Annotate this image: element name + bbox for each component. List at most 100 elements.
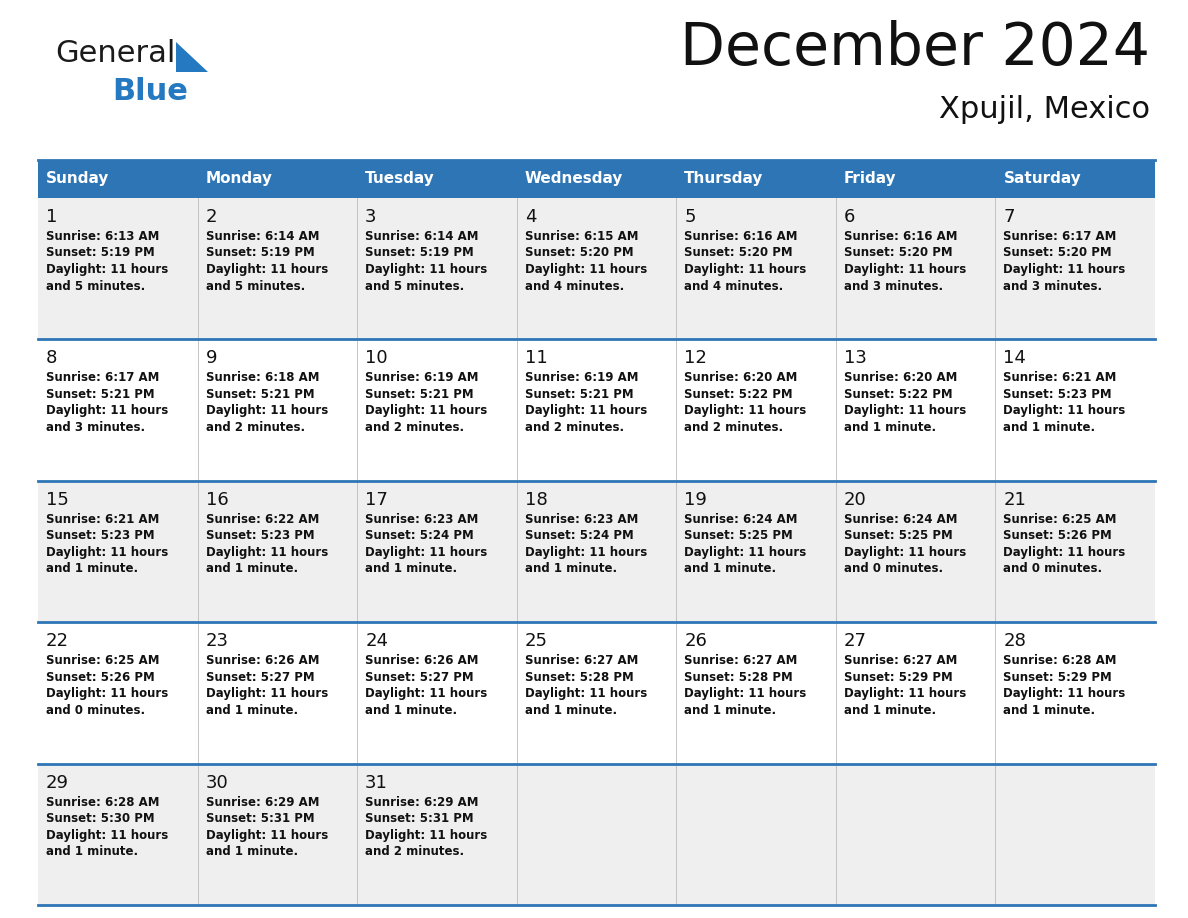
Text: Daylight: 11 hours: Daylight: 11 hours (525, 688, 647, 700)
Text: Daylight: 11 hours: Daylight: 11 hours (684, 546, 807, 559)
Bar (676, 198, 836, 340)
Text: 12: 12 (684, 350, 707, 367)
Text: 29: 29 (46, 774, 69, 791)
Bar (517, 622, 676, 764)
Text: and 2 minutes.: and 2 minutes. (525, 420, 624, 434)
Text: and 1 minute.: and 1 minute. (843, 704, 936, 717)
Text: and 3 minutes.: and 3 minutes. (843, 279, 943, 293)
Text: Sunrise: 6:22 AM: Sunrise: 6:22 AM (206, 513, 318, 526)
Text: Daylight: 11 hours: Daylight: 11 hours (843, 546, 966, 559)
Text: and 1 minute.: and 1 minute. (46, 563, 138, 576)
Text: and 1 minute.: and 1 minute. (684, 563, 777, 576)
Text: Sunset: 5:31 PM: Sunset: 5:31 PM (365, 812, 474, 825)
Text: Sunrise: 6:14 AM: Sunrise: 6:14 AM (365, 230, 479, 243)
Bar (836, 481, 996, 622)
Text: and 1 minute.: and 1 minute. (365, 704, 457, 717)
Text: Friday: Friday (843, 172, 897, 186)
Text: 4: 4 (525, 208, 536, 226)
Text: Tuesday: Tuesday (365, 172, 435, 186)
Text: Sunrise: 6:15 AM: Sunrise: 6:15 AM (525, 230, 638, 243)
Text: and 1 minute.: and 1 minute. (525, 704, 617, 717)
Text: Sunrise: 6:26 AM: Sunrise: 6:26 AM (206, 655, 320, 667)
Text: Sunrise: 6:19 AM: Sunrise: 6:19 AM (525, 372, 638, 385)
Bar (358, 198, 517, 340)
Text: Sunrise: 6:24 AM: Sunrise: 6:24 AM (843, 513, 958, 526)
Text: and 5 minutes.: and 5 minutes. (46, 279, 145, 293)
Bar (197, 160, 358, 198)
Text: 28: 28 (1004, 633, 1026, 650)
Text: Sunrise: 6:17 AM: Sunrise: 6:17 AM (1004, 230, 1117, 243)
Text: Sunrise: 6:16 AM: Sunrise: 6:16 AM (684, 230, 798, 243)
Text: Sunrise: 6:20 AM: Sunrise: 6:20 AM (684, 372, 797, 385)
Text: Sunset: 5:21 PM: Sunset: 5:21 PM (46, 388, 154, 401)
Text: Daylight: 11 hours: Daylight: 11 hours (46, 829, 169, 842)
Text: Daylight: 11 hours: Daylight: 11 hours (206, 546, 328, 559)
Text: and 1 minute.: and 1 minute. (1004, 704, 1095, 717)
Text: 20: 20 (843, 491, 866, 509)
Text: Sunset: 5:31 PM: Sunset: 5:31 PM (206, 812, 314, 825)
Text: Sunset: 5:21 PM: Sunset: 5:21 PM (525, 388, 633, 401)
Text: 23: 23 (206, 633, 228, 650)
Text: and 1 minute.: and 1 minute. (206, 704, 298, 717)
Text: Sunset: 5:25 PM: Sunset: 5:25 PM (684, 530, 794, 543)
Text: Sunset: 5:23 PM: Sunset: 5:23 PM (46, 530, 154, 543)
Text: Sunrise: 6:29 AM: Sunrise: 6:29 AM (365, 796, 479, 809)
Bar (836, 764, 996, 905)
Text: Daylight: 11 hours: Daylight: 11 hours (684, 405, 807, 418)
Text: and 1 minute.: and 1 minute. (1004, 420, 1095, 434)
Bar (836, 340, 996, 481)
Text: Sunrise: 6:19 AM: Sunrise: 6:19 AM (365, 372, 479, 385)
Text: Sunset: 5:19 PM: Sunset: 5:19 PM (206, 247, 315, 260)
Text: Sunset: 5:27 PM: Sunset: 5:27 PM (206, 671, 314, 684)
Text: and 5 minutes.: and 5 minutes. (206, 279, 305, 293)
Text: 8: 8 (46, 350, 57, 367)
Bar (517, 160, 676, 198)
Text: 21: 21 (1004, 491, 1026, 509)
Text: Blue: Blue (112, 77, 188, 106)
Text: Xpujil, Mexico: Xpujil, Mexico (939, 95, 1150, 124)
Text: Sunset: 5:27 PM: Sunset: 5:27 PM (365, 671, 474, 684)
Text: 24: 24 (365, 633, 388, 650)
Text: Wednesday: Wednesday (525, 172, 623, 186)
Text: and 2 minutes.: and 2 minutes. (206, 420, 304, 434)
Text: 27: 27 (843, 633, 867, 650)
Bar (996, 340, 1155, 481)
Text: Daylight: 11 hours: Daylight: 11 hours (525, 263, 647, 276)
Text: Sunset: 5:21 PM: Sunset: 5:21 PM (206, 388, 314, 401)
Text: Sunrise: 6:29 AM: Sunrise: 6:29 AM (206, 796, 320, 809)
Bar (197, 481, 358, 622)
Text: Daylight: 11 hours: Daylight: 11 hours (365, 829, 487, 842)
Text: and 1 minute.: and 1 minute. (525, 563, 617, 576)
Text: 17: 17 (365, 491, 388, 509)
Text: and 1 minute.: and 1 minute. (206, 845, 298, 858)
Text: 7: 7 (1004, 208, 1015, 226)
Text: 10: 10 (365, 350, 387, 367)
Text: Sunrise: 6:18 AM: Sunrise: 6:18 AM (206, 372, 320, 385)
Text: 26: 26 (684, 633, 707, 650)
Bar (996, 764, 1155, 905)
Bar (676, 160, 836, 198)
Text: Sunset: 5:29 PM: Sunset: 5:29 PM (1004, 671, 1112, 684)
Text: Daylight: 11 hours: Daylight: 11 hours (684, 263, 807, 276)
Bar (197, 764, 358, 905)
Text: Sunrise: 6:14 AM: Sunrise: 6:14 AM (206, 230, 320, 243)
Bar (358, 481, 517, 622)
Text: Sunset: 5:20 PM: Sunset: 5:20 PM (525, 247, 633, 260)
Text: and 1 minute.: and 1 minute. (365, 563, 457, 576)
Text: Sunset: 5:21 PM: Sunset: 5:21 PM (365, 388, 474, 401)
Text: Sunset: 5:19 PM: Sunset: 5:19 PM (46, 247, 154, 260)
Text: Sunrise: 6:28 AM: Sunrise: 6:28 AM (1004, 655, 1117, 667)
Text: 30: 30 (206, 774, 228, 791)
Text: Sunrise: 6:27 AM: Sunrise: 6:27 AM (843, 655, 958, 667)
Text: Monday: Monday (206, 172, 272, 186)
Text: Sunrise: 6:25 AM: Sunrise: 6:25 AM (46, 655, 159, 667)
Bar (676, 340, 836, 481)
Text: Thursday: Thursday (684, 172, 764, 186)
Bar (197, 198, 358, 340)
Text: and 5 minutes.: and 5 minutes. (365, 279, 465, 293)
Text: and 1 minute.: and 1 minute. (46, 845, 138, 858)
Bar (38, 340, 197, 481)
Text: 3: 3 (365, 208, 377, 226)
Text: Daylight: 11 hours: Daylight: 11 hours (365, 546, 487, 559)
Text: Daylight: 11 hours: Daylight: 11 hours (843, 688, 966, 700)
